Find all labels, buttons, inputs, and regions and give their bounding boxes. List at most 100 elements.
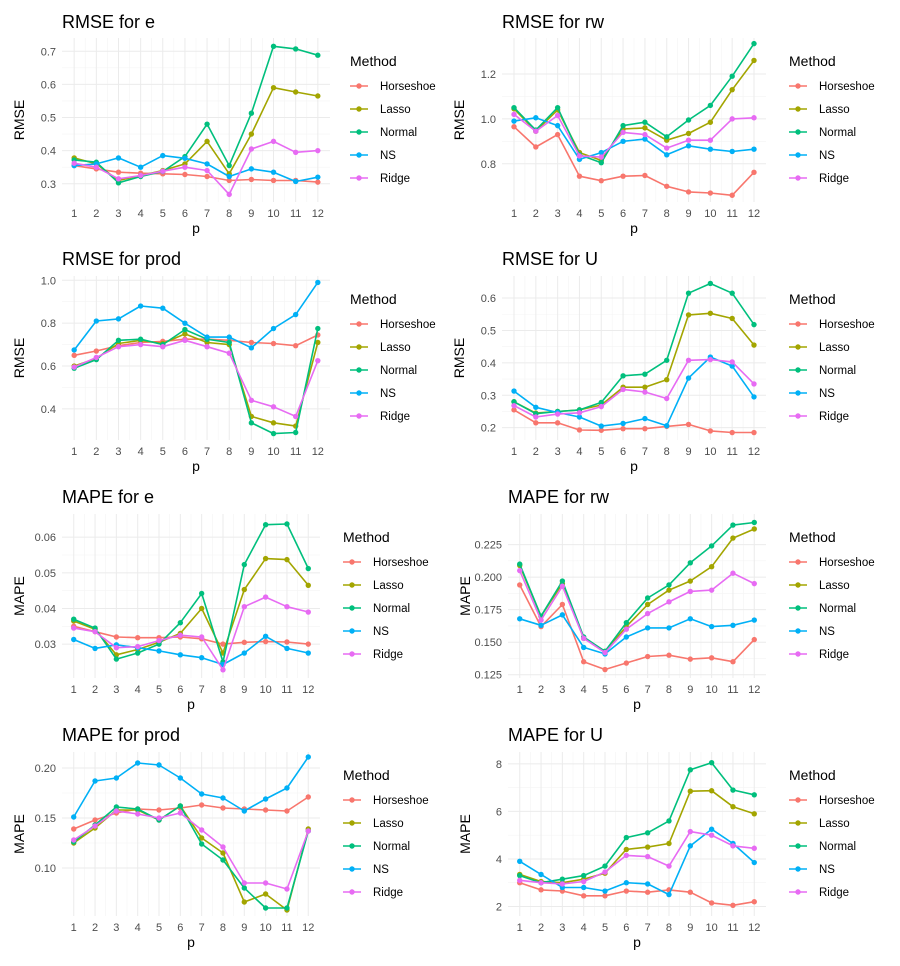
data-point <box>198 827 205 833</box>
x-tick-label: 11 <box>727 684 738 696</box>
series-line <box>73 523 310 663</box>
legend-label: Lasso <box>373 818 404 830</box>
data-point <box>226 191 232 198</box>
data-point <box>220 795 226 801</box>
data-point <box>241 650 248 656</box>
x-tick-label: 6 <box>182 208 188 220</box>
data-point <box>292 149 299 156</box>
series-line <box>518 528 755 653</box>
x-tick-label: 2 <box>92 684 98 696</box>
legend-key-point <box>795 866 801 872</box>
y-tick-label: 0.8 <box>41 318 56 330</box>
x-tick-label: 5 <box>156 684 162 696</box>
data-point <box>177 810 184 816</box>
x-tick-label: 5 <box>598 208 604 220</box>
data-point <box>113 775 120 781</box>
data-point <box>517 561 523 567</box>
x-axis-label: p <box>633 934 641 950</box>
data-point <box>241 586 248 593</box>
legend-key-point <box>356 344 362 350</box>
data-point <box>598 154 604 160</box>
y-tick-label: 0.4 <box>41 404 56 416</box>
x-tick-label: 7 <box>642 208 648 220</box>
data-point <box>270 340 277 347</box>
series-ridge <box>71 337 321 420</box>
x-tick-label: 3 <box>559 684 565 696</box>
data-point <box>580 644 587 651</box>
data-point <box>751 845 757 851</box>
series-ridge <box>511 111 757 160</box>
y-tick-label: 0.8 <box>481 159 496 171</box>
data-point <box>284 645 290 652</box>
y-tick-label: 0.6 <box>481 293 496 305</box>
data-point <box>664 134 670 140</box>
data-point <box>204 138 210 145</box>
data-point <box>751 636 757 643</box>
x-tick-label: 11 <box>290 208 301 220</box>
data-point <box>644 653 651 660</box>
x-tick-label: 12 <box>748 208 760 220</box>
legend-label: Ridge <box>373 887 403 899</box>
data-point <box>113 804 120 810</box>
data-point <box>115 176 122 182</box>
data-point <box>666 587 672 593</box>
data-point <box>708 759 715 766</box>
data-point <box>248 176 255 183</box>
x-tick-label: 1 <box>511 446 517 458</box>
data-point <box>644 881 651 887</box>
data-point <box>642 425 648 432</box>
legend-key-point <box>349 628 355 634</box>
y-tick-label: 8 <box>496 759 502 771</box>
data-point <box>533 144 539 150</box>
legend-key-point <box>795 582 801 588</box>
data-point <box>137 172 144 179</box>
data-point <box>284 808 290 814</box>
y-tick-label: 0.125 <box>474 670 502 682</box>
data-point <box>93 164 100 170</box>
data-point <box>71 625 77 631</box>
x-tick-label: 5 <box>156 922 162 934</box>
legend-title: Method <box>343 529 390 545</box>
legend-key-point <box>356 129 362 135</box>
data-point <box>685 375 692 381</box>
series-ns <box>71 754 311 820</box>
data-point <box>511 104 517 111</box>
legend-label: Normal <box>373 841 410 853</box>
data-point <box>685 357 692 363</box>
data-point <box>262 891 269 897</box>
data-point <box>664 183 670 189</box>
x-tick-label: 11 <box>290 446 301 458</box>
data-point <box>685 117 692 123</box>
data-point <box>137 303 144 309</box>
data-point <box>270 404 277 410</box>
x-tick-label: 2 <box>533 208 539 220</box>
data-point <box>707 146 714 152</box>
x-axis-label: p <box>192 220 200 236</box>
data-point <box>220 667 226 673</box>
series-line <box>73 333 319 427</box>
x-tick-label: 10 <box>704 446 716 458</box>
legend-label: Lasso <box>819 104 850 116</box>
legend: Method Horseshoe Lasso Normal NS Ridge <box>789 767 875 899</box>
x-tick-label: 3 <box>113 684 119 696</box>
x-tick-label: 12 <box>302 922 314 934</box>
data-point <box>92 817 98 823</box>
data-point <box>315 52 321 58</box>
x-tick-label: 5 <box>602 922 608 934</box>
legend-key-point <box>349 820 355 826</box>
data-point <box>623 626 630 632</box>
data-point <box>511 399 517 405</box>
data-point <box>751 394 757 400</box>
chart-title: RMSE for rw <box>502 12 605 32</box>
data-point <box>687 656 694 662</box>
x-tick-label: 4 <box>138 446 144 458</box>
data-point <box>751 519 757 526</box>
data-point <box>204 161 210 167</box>
x-tick-label: 3 <box>113 922 119 934</box>
x-tick-label: 12 <box>302 684 314 696</box>
legend-label: Horseshoe <box>819 557 875 569</box>
x-tick-label: 4 <box>581 922 587 934</box>
data-point <box>642 131 648 138</box>
data-point <box>517 877 523 884</box>
x-tick-label: 7 <box>199 684 205 696</box>
